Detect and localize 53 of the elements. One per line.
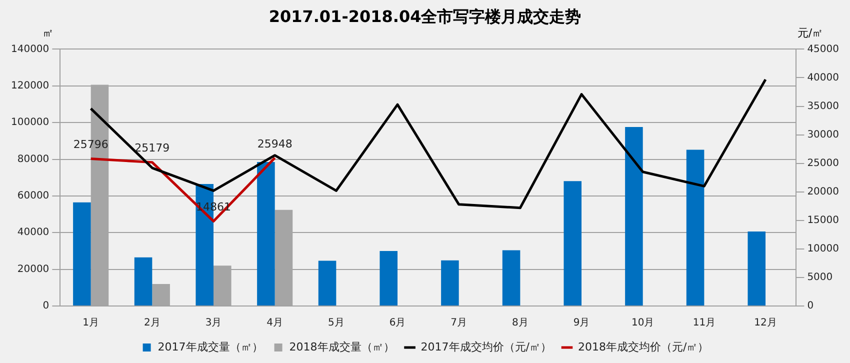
data-label: 14861: [196, 200, 232, 214]
x-tick-label: 3月: [205, 318, 222, 329]
y-tick-label: 140000: [10, 44, 50, 55]
y-tick-label: 0: [42, 300, 50, 312]
data-label: 25948: [257, 137, 292, 150]
bar: [502, 250, 520, 306]
x-tick-label: 2月: [144, 318, 160, 329]
x-tick-label: 5月: [328, 318, 344, 329]
bar: [73, 202, 91, 306]
x-tick-label: 11月: [692, 318, 716, 329]
y2-tick-label: 10000: [807, 244, 839, 255]
bar: [748, 232, 766, 306]
legend-label: 2017年成交均价（元/㎡）: [420, 340, 552, 354]
x-tick-label: 8月: [512, 318, 528, 329]
legend-label: 2018年成交均价（元/㎡）: [578, 340, 709, 354]
y-tick-label: 120000: [10, 80, 50, 92]
y2-tick-label: 0: [807, 300, 814, 312]
y2-tick-label: 15000: [807, 214, 839, 226]
x-tick-label: 12月: [754, 318, 777, 329]
y2-tick-label: 25000: [807, 158, 839, 169]
y2-tick-label: 45000: [807, 44, 839, 55]
bar: [686, 150, 704, 306]
data-label: 25796: [73, 138, 108, 152]
bar: [564, 181, 582, 306]
data-label: 25179: [134, 142, 170, 155]
y-tick-label: 60000: [17, 190, 50, 202]
y2-tick-label: 40000: [807, 72, 839, 84]
legend-label: 2018年成交量（㎡）: [289, 340, 394, 354]
x-tick-label: 1月: [82, 318, 100, 329]
x-tick-label: 10月: [631, 318, 654, 329]
y-tick-label: 20000: [17, 264, 50, 275]
bar: [134, 257, 152, 306]
bar: [318, 260, 336, 306]
legend-label: 2017年成交量（㎡）: [158, 340, 263, 354]
x-tick-label: 9月: [573, 318, 590, 329]
y-tick-label: 40000: [17, 227, 50, 238]
chart-title: 2017.01-2018.04全市写字楼月成交走势: [268, 6, 582, 26]
y2-tick-label: 30000: [807, 129, 839, 140]
y2-tick-label: 20000: [807, 186, 839, 198]
bar: [152, 284, 170, 306]
bar: [625, 126, 643, 306]
y-tick-label: 100000: [10, 117, 50, 128]
x-tick-label: 6月: [389, 318, 406, 329]
y2-tick-label: 5000: [807, 272, 833, 284]
y2-tick-label: 35000: [807, 100, 839, 112]
bar: [441, 260, 459, 306]
y-axis-title: ㎡: [42, 26, 54, 40]
x-tick-label: 4月: [266, 318, 284, 329]
y-tick-label: 80000: [17, 154, 50, 165]
bar: [257, 162, 275, 306]
bar: [380, 250, 398, 306]
x-tick-label: 7月: [450, 318, 468, 329]
y2-axis-title: 元/㎡: [797, 26, 824, 40]
